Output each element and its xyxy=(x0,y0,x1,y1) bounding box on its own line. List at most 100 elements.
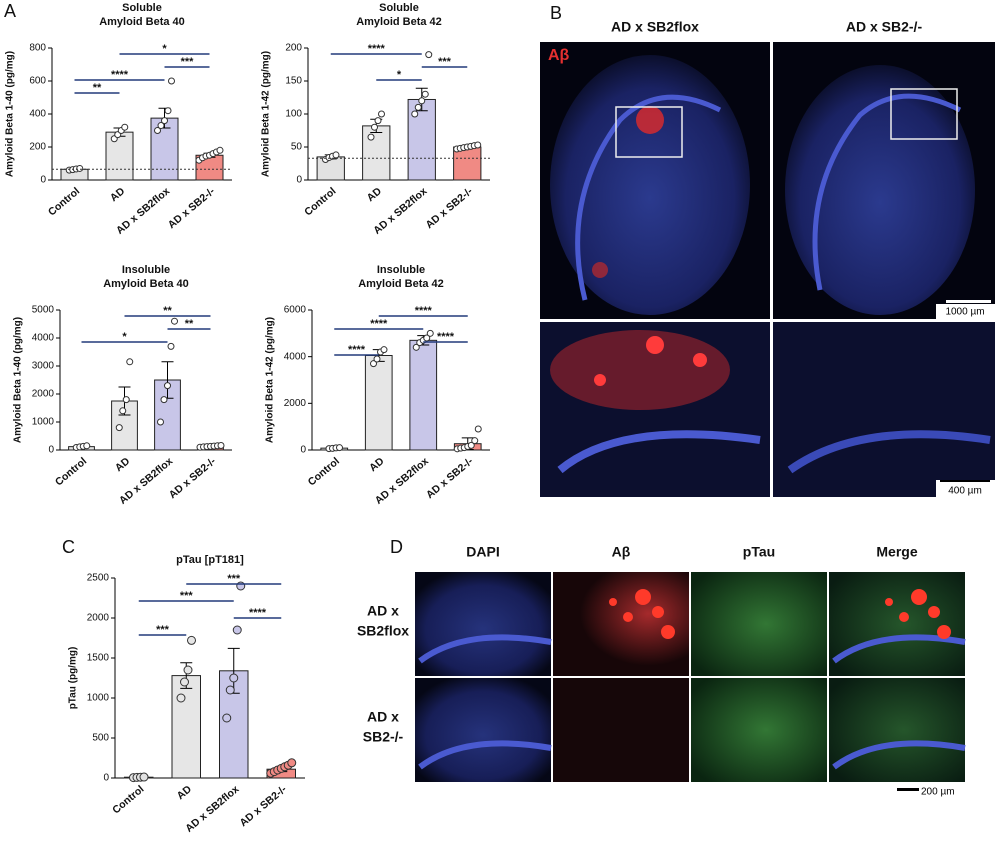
x-tick-label: AD x SB2-/- xyxy=(423,185,475,231)
x-tick-label: AD xyxy=(113,455,133,474)
micrograph-tint xyxy=(553,572,689,676)
panel-b: AD x SB2flox AD x SB2-/- Aβ 1000 µm 400 … xyxy=(540,19,995,497)
micrograph-tint xyxy=(415,678,551,782)
plaque xyxy=(646,336,664,354)
data-point xyxy=(229,673,239,683)
hippocampus xyxy=(832,634,966,664)
y-tick-label: 1000 xyxy=(32,417,55,428)
stain-label: Aβ xyxy=(548,47,570,64)
data-point xyxy=(474,141,482,149)
hippocampus xyxy=(418,634,552,664)
bar xyxy=(407,98,436,181)
data-point xyxy=(471,437,479,445)
plaque xyxy=(636,106,664,134)
data-point xyxy=(171,317,178,325)
data-point xyxy=(222,713,232,723)
y-tick-label: 6000 xyxy=(284,305,307,316)
data-point xyxy=(160,396,168,404)
significance-label: ** xyxy=(185,318,194,330)
y-axis-label: Amyloid Beta 1-40 (pg/mg) xyxy=(13,317,24,443)
y-tick-label: 2000 xyxy=(284,398,307,409)
data-point xyxy=(411,110,419,118)
column-label: Aβ xyxy=(612,544,631,560)
micrograph-tint xyxy=(691,572,827,676)
data-point xyxy=(380,346,388,354)
data-point xyxy=(336,444,343,452)
y-tick-label: 800 xyxy=(29,43,46,54)
y-tick-label: 2000 xyxy=(32,389,55,400)
significance-label: ** xyxy=(163,305,172,317)
y-tick-label: 4000 xyxy=(284,351,307,362)
plaque xyxy=(693,353,707,367)
bar-chart: pTau [pT181] pTau (pg/mg) 0 500 1000 1500 2000… xyxy=(68,554,305,835)
scale-bg xyxy=(936,304,995,319)
significance-label: *** xyxy=(156,624,170,636)
x-tick-label: AD x SB2-/- xyxy=(237,783,289,829)
significance-label: **** xyxy=(437,331,455,343)
significance-label: **** xyxy=(415,305,433,317)
y-tick-label: 50 xyxy=(291,142,303,153)
data-point xyxy=(332,151,340,159)
plaque xyxy=(652,606,664,618)
data-point xyxy=(373,355,381,363)
data-point xyxy=(374,117,382,125)
plaque xyxy=(594,374,606,386)
significance-label: * xyxy=(122,331,127,343)
hippocampus xyxy=(418,740,552,770)
panel-d: DAPI Aβ pTau Merge AD x SB2flox AD x SB2-/- 200 … xyxy=(357,544,966,798)
x-tick-label: AD x SB2-/- xyxy=(424,455,476,501)
x-tick-label: AD xyxy=(367,455,387,474)
y-tick-label: 4000 xyxy=(32,333,55,344)
column-label: Merge xyxy=(876,544,917,560)
panel-label: C xyxy=(62,537,75,557)
plaque xyxy=(899,612,909,622)
y-tick-label: 150 xyxy=(285,76,302,87)
data-point xyxy=(467,441,475,449)
scale-label: 200 µm xyxy=(921,787,955,798)
bar-chart: Soluble Amyloid Beta 42 Amyloid Beta 1-42 … xyxy=(261,2,490,237)
data-point xyxy=(225,685,235,695)
scale-bar xyxy=(946,300,991,303)
plaque xyxy=(635,589,651,605)
column-label: pTau xyxy=(743,544,775,560)
data-point xyxy=(414,103,422,111)
x-tick-label: Control xyxy=(306,455,342,488)
y-tick-label: 5000 xyxy=(32,305,55,316)
tissue xyxy=(785,65,975,315)
row-label: AD x xyxy=(367,709,399,725)
y-tick-label: 1000 xyxy=(87,693,110,704)
chart-subtitle: Amyloid Beta 42 xyxy=(356,16,442,28)
hippocampus xyxy=(787,430,991,474)
panel-label: B xyxy=(550,3,562,23)
bar xyxy=(111,400,138,451)
x-tick-label: Control xyxy=(302,185,338,218)
bar xyxy=(171,675,201,779)
data-point xyxy=(216,146,224,154)
significance-label: **** xyxy=(348,344,366,356)
data-point xyxy=(157,418,164,426)
x-tick-label: AD xyxy=(365,185,385,204)
row-label: AD x xyxy=(367,603,399,619)
significance-label: **** xyxy=(370,318,388,330)
data-point xyxy=(121,123,129,131)
scale-bar xyxy=(897,788,919,791)
y-tick-label: 0 xyxy=(103,773,109,784)
y-tick-label: 200 xyxy=(285,43,302,54)
micrograph-tint xyxy=(829,572,965,676)
plaque-field xyxy=(550,330,730,410)
data-point xyxy=(425,51,433,59)
data-point xyxy=(115,424,123,432)
column-label: DAPI xyxy=(466,544,499,560)
inset-box xyxy=(615,106,683,158)
inset-box xyxy=(890,88,958,140)
y-tick-label: 0 xyxy=(48,445,54,456)
significance-label: * xyxy=(162,43,167,55)
plaque xyxy=(661,625,675,639)
data-point xyxy=(122,396,130,404)
significance-label: **** xyxy=(111,69,129,81)
plaque xyxy=(911,589,927,605)
bar-chart: Insoluble Amyloid Beta 42 Amyloid Beta 1-4… xyxy=(265,264,490,507)
scale-label: 400 µm xyxy=(948,486,982,497)
x-tick-label: AD x SB2-/- xyxy=(166,185,218,231)
